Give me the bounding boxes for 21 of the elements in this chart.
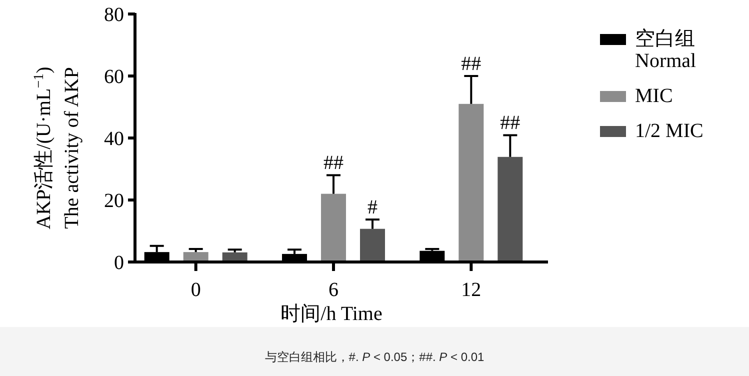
y-tick-label: 60: [104, 66, 124, 88]
data-label: #: [368, 196, 378, 219]
y-tick-label: 40: [104, 128, 124, 150]
bar: [498, 156, 523, 262]
data-label: ##: [500, 112, 520, 134]
text: 与空白组相比，#. P < 0.05；##. P < 0.01: [264, 350, 485, 364]
bar: [321, 194, 346, 262]
legend-label: 空白组 Normal: [635, 28, 697, 72]
x-tick-label: 6: [328, 279, 338, 301]
bar: [458, 104, 484, 262]
y-tick-label: 80: [104, 4, 124, 26]
x-axis-title: 时间/h Time: [280, 303, 382, 325]
x-tick-label: 0: [190, 279, 201, 301]
y-tick-label: 20: [104, 190, 124, 212]
legend-label: MIC: [635, 85, 673, 107]
data-label: ##: [461, 53, 482, 75]
legend-label: 1/2 MIC: [635, 120, 704, 142]
data-label: ##: [324, 152, 344, 174]
y-tick-label: 0: [114, 252, 124, 274]
bar: [360, 228, 385, 262]
x-tick-label: 12: [461, 279, 482, 301]
